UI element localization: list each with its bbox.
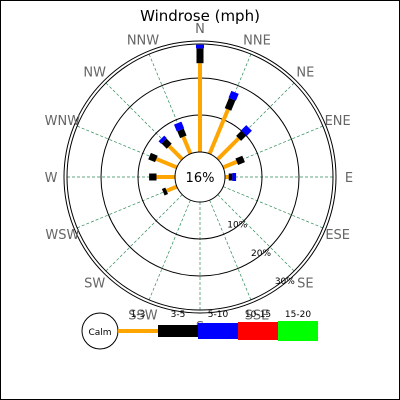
spoke-se xyxy=(217,194,295,272)
wind-bars xyxy=(148,44,252,196)
direction-label-n: N xyxy=(195,22,205,37)
bar-nw-5-10 xyxy=(158,135,167,144)
calm-center: 16% xyxy=(174,151,226,203)
bar-wsw-1-3 xyxy=(165,184,178,193)
spoke-ese xyxy=(222,186,324,229)
bar-nne-5-10 xyxy=(228,90,239,101)
legend-label-5-10: 5-10 xyxy=(208,310,229,320)
ring-label-1: 10% xyxy=(227,220,247,230)
direction-label-wsw: WSW xyxy=(45,228,79,243)
bar-wsw-3-5 xyxy=(161,187,168,196)
direction-label-wnw: WNW xyxy=(45,114,81,129)
ring-labels: 10% 20% 30% xyxy=(227,220,295,287)
bar-ne-5-10 xyxy=(241,125,252,136)
spoke-wsw xyxy=(76,186,178,229)
bar-nnw-1-3 xyxy=(181,136,193,155)
spoke-ssw xyxy=(148,199,191,301)
bar-wnw-1-3 xyxy=(155,157,178,170)
ring-label-3: 30% xyxy=(275,277,295,287)
bar-nw-1-3 xyxy=(167,144,184,161)
legend-swatch-3-5 xyxy=(158,325,198,337)
legend: Calm 1-3 3-5 5-10 10-15 15-20 xyxy=(81,310,318,350)
legend-swatch-10-15 xyxy=(238,322,278,340)
spoke-sw xyxy=(105,194,183,272)
bar-ne-1-3 xyxy=(216,136,241,161)
chart-title: Windrose (mph) xyxy=(140,7,260,25)
bar-wnw-3-5 xyxy=(148,152,158,163)
direction-label-ne: NE xyxy=(296,66,314,81)
direction-label-w: W xyxy=(45,171,58,186)
direction-label-se: SE xyxy=(297,276,313,291)
direction-label-e: E xyxy=(345,171,353,186)
bar-ene-3-5 xyxy=(235,155,245,166)
bar-nne-3-5 xyxy=(224,97,236,111)
legend-swatch-5-10 xyxy=(198,323,238,339)
legend-label-15-20: 15-20 xyxy=(285,310,311,320)
legend-label-3-5: 3-5 xyxy=(171,310,186,320)
outer-ring xyxy=(66,43,334,311)
legend-swatch-15-20 xyxy=(278,321,318,341)
legend-swatch-1-3 xyxy=(118,329,158,333)
calm-percent: 16% xyxy=(186,171,215,186)
direction-label-nnw: NNW xyxy=(127,33,159,48)
bar-nnw-5-10 xyxy=(173,121,185,132)
legend-label-10-15: 10-15 xyxy=(245,310,271,320)
bar-nw-3-5 xyxy=(161,138,172,149)
bar-nne-1-3 xyxy=(207,108,230,155)
bar-nnw-3-5 xyxy=(177,128,187,139)
direction-label-sse: SSE xyxy=(245,309,270,324)
bar-ene-1-3 xyxy=(222,159,238,170)
direction-label-ese: ESE xyxy=(325,228,350,243)
ring-3 xyxy=(63,40,337,314)
direction-labels: NNNENEENEEESESESSESSSWSWWSWWWNWNWNNW xyxy=(45,22,354,335)
ring-label-2: 20% xyxy=(251,249,271,259)
direction-label-nne: NNE xyxy=(243,33,271,48)
legend-calm-label: Calm xyxy=(88,328,111,338)
direction-label-sw: SW xyxy=(84,276,105,291)
direction-label-nw: NW xyxy=(83,66,106,81)
legend-label-1-3: 1-3 xyxy=(131,310,146,320)
direction-label-ene: ENE xyxy=(325,114,351,129)
spoke-sse xyxy=(209,199,252,301)
bar-ne-3-5 xyxy=(236,130,247,141)
calm-circle xyxy=(174,151,226,203)
direction-label-ssw: SSW xyxy=(128,309,158,324)
